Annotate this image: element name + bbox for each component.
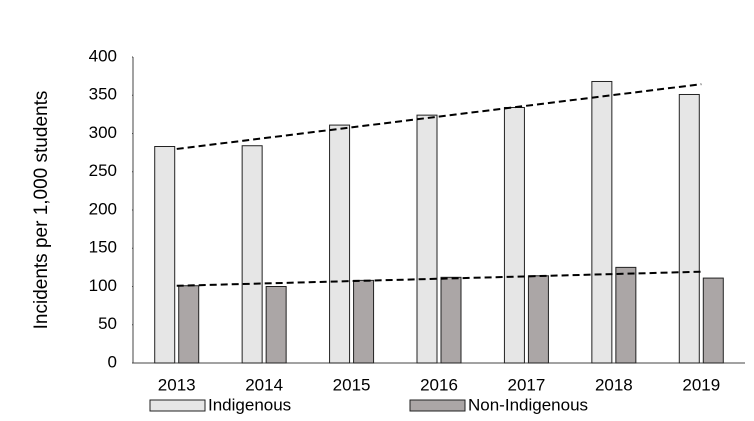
bar [329, 124, 351, 364]
bar [527, 275, 549, 364]
bar [416, 114, 438, 364]
bar [353, 279, 375, 364]
x-tick-label: 2015 [333, 375, 371, 394]
legend-label: Non-Indigenous [468, 395, 588, 414]
x-tick-label: 2019 [682, 375, 720, 394]
y-tick-label: 50 [98, 314, 117, 333]
x-tick-label: 2017 [508, 375, 546, 394]
y-tick-label: 0 [108, 352, 117, 371]
x-tick-label: 2016 [420, 375, 458, 394]
trendline [176, 83, 702, 150]
bar [241, 145, 263, 364]
y-tick-label: 250 [89, 161, 117, 180]
bar [178, 285, 200, 364]
bar [440, 276, 462, 364]
bar [615, 266, 637, 364]
bar [702, 277, 724, 364]
y-tick-label: 400 [89, 46, 117, 65]
bar [591, 80, 613, 364]
bar [503, 106, 525, 364]
x-tick-label: 2018 [595, 375, 633, 394]
y-tick-label: 300 [89, 123, 117, 142]
x-tick-label: 2013 [158, 375, 196, 394]
y-tick-label: 350 [89, 85, 117, 104]
legend-swatch [409, 399, 466, 412]
y-tick-label: 200 [89, 199, 117, 218]
y-axis-label: Incidents per 1,000 students [31, 91, 52, 330]
legend-swatch [149, 399, 206, 412]
legend-label: Indigenous [208, 395, 291, 414]
bar [678, 93, 700, 364]
bar [154, 146, 176, 364]
y-tick-label: 150 [89, 238, 117, 257]
x-tick-label: 2014 [245, 375, 283, 394]
bar [265, 286, 287, 364]
y-tick-label: 100 [89, 276, 117, 295]
